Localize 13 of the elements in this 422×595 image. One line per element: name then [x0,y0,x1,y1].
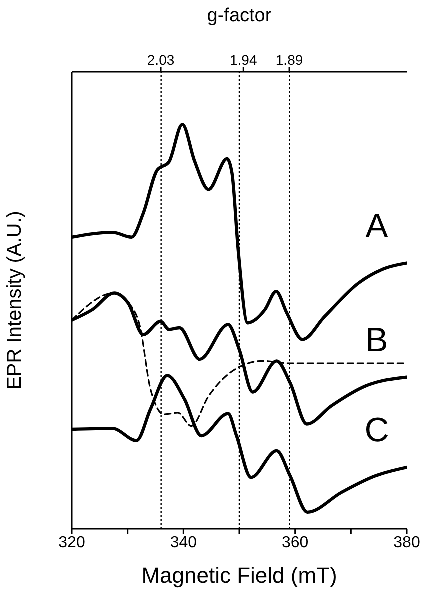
x2-tick-label: 1.94 [230,52,258,68]
x-tick-label: 340 [170,534,198,552]
x-tick-label: 320 [58,534,86,552]
x2-tick-label: 1.89 [276,52,304,68]
series-label: B [366,321,388,360]
x-tick-label: 380 [394,534,420,552]
series-label: C [364,412,390,450]
x-axis-title: Magnetic Field (mT) [142,563,338,588]
x2-tick-label: 2.03 [147,52,175,68]
y-axis-title: EPR Intensity (A.U.) [4,211,26,390]
x2-axis-title: g-factor [207,5,272,26]
series-label: A [366,207,389,246]
x-tick-label: 360 [282,534,309,552]
